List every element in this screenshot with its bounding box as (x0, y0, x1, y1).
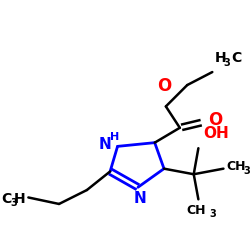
Text: CH: CH (226, 160, 246, 173)
Text: 3: 3 (210, 208, 216, 218)
Text: H: H (110, 132, 120, 142)
Text: OH: OH (203, 126, 229, 141)
Text: CH: CH (187, 204, 206, 217)
Text: 3: 3 (10, 198, 17, 208)
Text: O: O (157, 77, 171, 95)
Text: N: N (134, 191, 146, 206)
Text: O: O (208, 111, 222, 129)
Text: H: H (14, 192, 26, 206)
Text: C: C (2, 192, 12, 206)
Text: 3: 3 (243, 166, 250, 176)
Text: C: C (231, 50, 241, 64)
Text: H: H (215, 50, 227, 64)
Text: 3: 3 (224, 58, 230, 68)
Text: N: N (99, 137, 112, 152)
